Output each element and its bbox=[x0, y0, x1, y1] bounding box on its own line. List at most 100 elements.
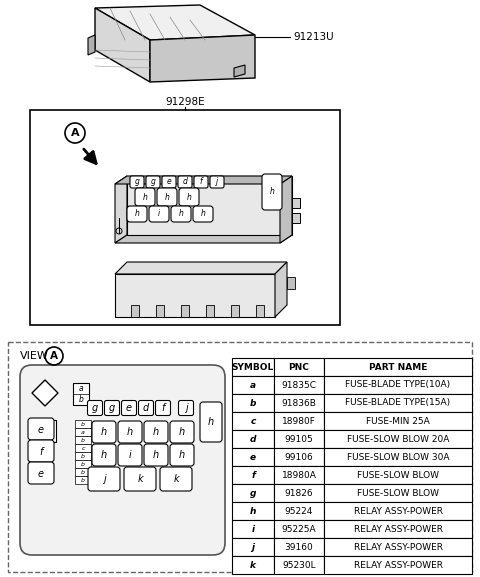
Text: f: f bbox=[161, 403, 165, 413]
Text: RELAY ASSY-POWER: RELAY ASSY-POWER bbox=[353, 524, 443, 534]
Bar bbox=[274, 448, 324, 466]
Polygon shape bbox=[150, 35, 255, 82]
Polygon shape bbox=[95, 8, 150, 82]
FancyBboxPatch shape bbox=[135, 188, 155, 206]
Bar bbox=[75, 460, 91, 468]
Polygon shape bbox=[275, 262, 287, 317]
Bar bbox=[287, 277, 295, 289]
Text: h: h bbox=[101, 450, 107, 460]
Bar bbox=[324, 466, 472, 484]
Text: PNC: PNC bbox=[288, 362, 310, 372]
Text: h: h bbox=[179, 427, 185, 437]
FancyBboxPatch shape bbox=[127, 206, 147, 222]
FancyBboxPatch shape bbox=[124, 467, 156, 491]
FancyBboxPatch shape bbox=[200, 402, 222, 442]
Text: FUSE-SLOW BLOW: FUSE-SLOW BLOW bbox=[357, 470, 439, 479]
Text: j: j bbox=[103, 474, 106, 484]
FancyBboxPatch shape bbox=[156, 400, 170, 415]
Bar bbox=[75, 436, 91, 444]
Bar bbox=[324, 430, 472, 448]
Text: FUSE-SLOW BLOW: FUSE-SLOW BLOW bbox=[357, 489, 439, 497]
Text: k: k bbox=[173, 474, 179, 484]
Text: f: f bbox=[200, 178, 202, 186]
Text: k: k bbox=[250, 560, 256, 569]
Bar bbox=[274, 484, 324, 502]
Bar bbox=[181, 305, 189, 317]
Text: h: h bbox=[153, 450, 159, 460]
FancyBboxPatch shape bbox=[28, 418, 54, 440]
Text: FUSE-SLOW BLOW 30A: FUSE-SLOW BLOW 30A bbox=[347, 452, 449, 462]
Text: f: f bbox=[251, 470, 255, 479]
Text: h: h bbox=[134, 209, 139, 219]
Text: h: h bbox=[153, 427, 159, 437]
FancyBboxPatch shape bbox=[160, 467, 192, 491]
Bar bbox=[324, 376, 472, 394]
Text: h: h bbox=[127, 427, 133, 437]
Text: i: i bbox=[158, 209, 160, 219]
Text: e: e bbox=[38, 425, 44, 435]
FancyBboxPatch shape bbox=[193, 206, 213, 222]
Bar bbox=[324, 520, 472, 538]
Bar bbox=[274, 502, 324, 520]
Bar bbox=[292, 213, 300, 223]
Text: b: b bbox=[81, 422, 85, 426]
Text: a: a bbox=[79, 384, 84, 393]
Bar bbox=[232, 502, 274, 520]
Text: d: d bbox=[143, 403, 149, 413]
Text: h: h bbox=[179, 209, 183, 219]
Text: g: g bbox=[151, 178, 156, 186]
Bar bbox=[232, 394, 274, 412]
FancyBboxPatch shape bbox=[162, 176, 176, 188]
Polygon shape bbox=[127, 176, 292, 235]
Bar bbox=[274, 520, 324, 538]
Bar bbox=[232, 358, 274, 376]
Polygon shape bbox=[115, 274, 275, 317]
FancyBboxPatch shape bbox=[171, 206, 191, 222]
FancyBboxPatch shape bbox=[262, 174, 282, 210]
Text: g: g bbox=[250, 489, 256, 497]
Bar bbox=[274, 376, 324, 394]
Text: j: j bbox=[252, 542, 254, 552]
Bar bbox=[274, 538, 324, 556]
FancyBboxPatch shape bbox=[139, 400, 154, 415]
Bar bbox=[232, 448, 274, 466]
Text: 39160: 39160 bbox=[285, 542, 313, 552]
Text: c: c bbox=[81, 445, 84, 451]
Bar bbox=[232, 520, 274, 538]
Bar bbox=[274, 394, 324, 412]
Polygon shape bbox=[115, 176, 292, 184]
Bar bbox=[75, 428, 91, 436]
FancyBboxPatch shape bbox=[118, 444, 142, 466]
Text: A: A bbox=[71, 128, 79, 138]
Text: FUSE-SLOW BLOW 20A: FUSE-SLOW BLOW 20A bbox=[347, 434, 449, 444]
Text: b: b bbox=[81, 437, 85, 443]
Bar bbox=[324, 358, 472, 376]
Bar bbox=[232, 412, 274, 430]
Text: h: h bbox=[179, 450, 185, 460]
FancyBboxPatch shape bbox=[92, 444, 116, 466]
Bar bbox=[231, 305, 239, 317]
FancyBboxPatch shape bbox=[170, 444, 194, 466]
Polygon shape bbox=[280, 176, 292, 243]
Bar bbox=[206, 305, 214, 317]
Bar bbox=[232, 376, 274, 394]
Bar bbox=[75, 444, 91, 452]
Bar bbox=[156, 305, 164, 317]
Text: b: b bbox=[79, 395, 84, 404]
Bar bbox=[274, 358, 324, 376]
Text: i: i bbox=[129, 450, 132, 460]
Text: VIEW: VIEW bbox=[20, 351, 49, 361]
Text: h: h bbox=[165, 193, 169, 201]
FancyBboxPatch shape bbox=[28, 462, 54, 484]
Text: d: d bbox=[182, 178, 187, 186]
Text: a: a bbox=[81, 429, 85, 434]
Bar bbox=[324, 412, 472, 430]
Text: FUSE-BLADE TYPE(15A): FUSE-BLADE TYPE(15A) bbox=[346, 399, 451, 407]
Text: 18980F: 18980F bbox=[282, 417, 316, 425]
FancyBboxPatch shape bbox=[178, 176, 192, 188]
Polygon shape bbox=[115, 176, 127, 243]
Text: h: h bbox=[143, 193, 147, 201]
Text: A: A bbox=[50, 351, 58, 361]
Bar bbox=[256, 305, 264, 317]
Bar bbox=[232, 484, 274, 502]
